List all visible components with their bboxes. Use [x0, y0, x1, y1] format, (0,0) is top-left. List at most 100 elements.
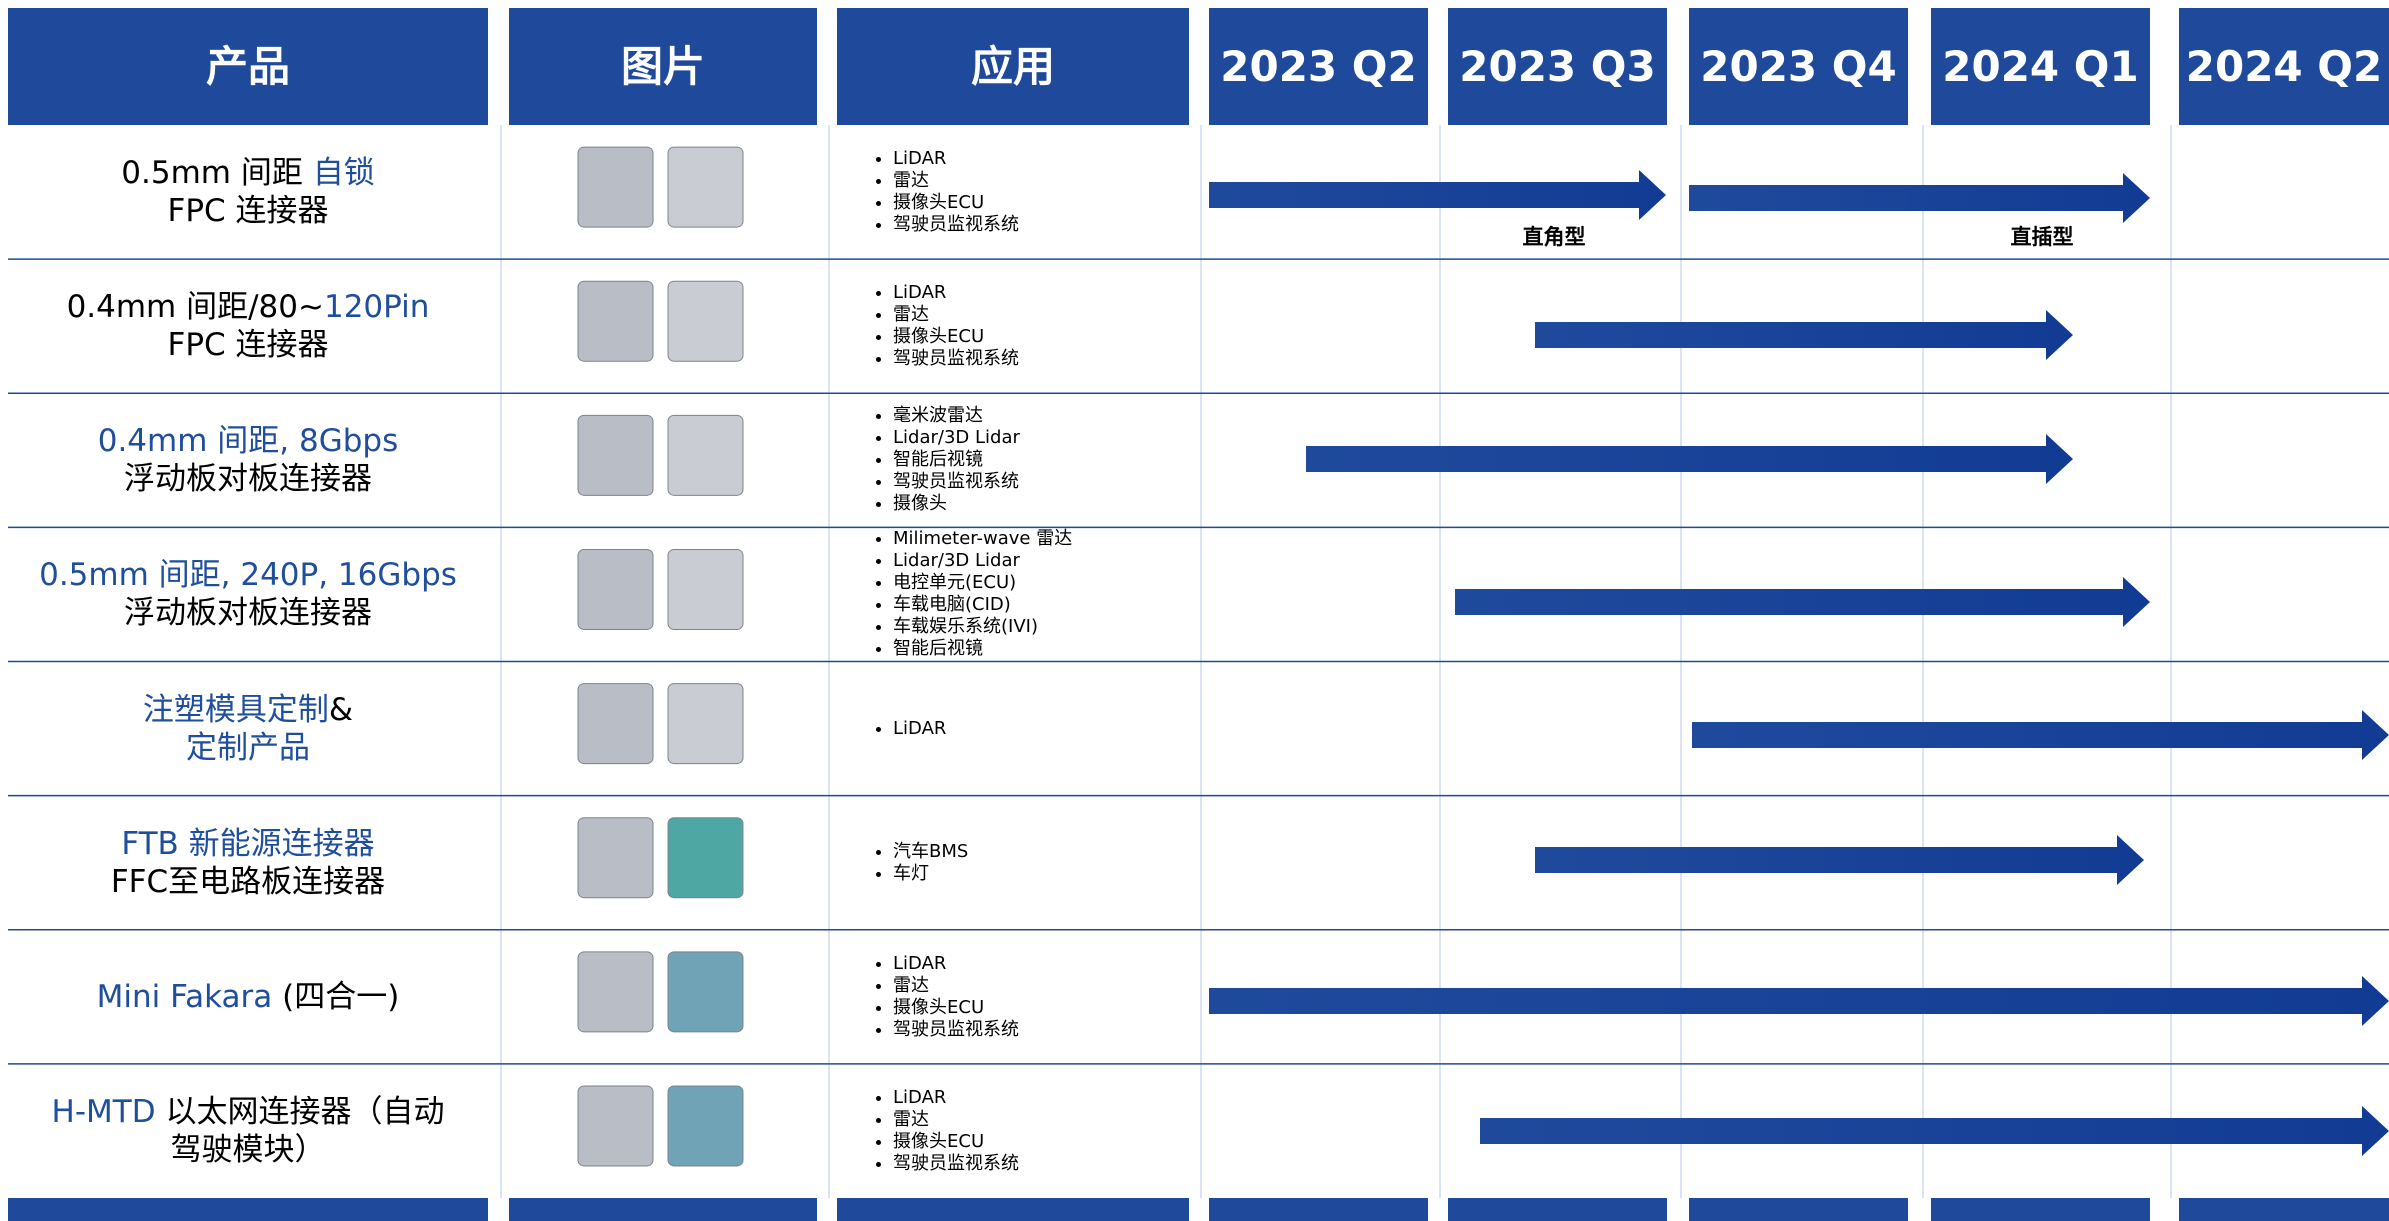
application-item: 车灯 [893, 863, 1189, 885]
application-item: 智能后视镜 [893, 449, 1189, 471]
product-name: H-MTD 以太网连接器（自动 驾驶模块） [8, 1064, 488, 1198]
arrow [1535, 310, 2073, 360]
product-text: 注塑模具定制 [142, 691, 329, 728]
arrow [1306, 434, 2073, 484]
application-item: 摄像头ECU [893, 326, 1189, 348]
header-text: 2023 Q2 [1220, 42, 1417, 91]
picture-shape [577, 1085, 654, 1167]
application-item: 雷达 [893, 1109, 1189, 1131]
applications: LiDAR雷达摄像头ECU驾驶员监视系统 [837, 930, 1189, 1064]
product-picture [577, 1085, 744, 1167]
footer-bar [2179, 1198, 2389, 1221]
product-line: 0.4mm 间距/80~120Pin [67, 288, 430, 326]
application-item: Lidar/3D Lidar [893, 427, 1189, 449]
product-text: FPC 连接器 [167, 193, 329, 230]
application-item: 摄像头ECU [893, 997, 1189, 1019]
application-item: 智能后视镜 [893, 638, 1189, 660]
picture-shape [577, 146, 654, 228]
arrow [1455, 577, 2150, 627]
picture-shape [577, 414, 654, 496]
application-item: 雷达 [893, 304, 1189, 326]
product-picture [577, 683, 744, 765]
picture-shape [667, 280, 744, 362]
application-item: 雷达 [893, 170, 1189, 192]
product-line: 0.5mm 间距, 240P, 16Gbps [39, 556, 457, 594]
product-text: 0.4mm 间距/80~ [66, 289, 324, 326]
product-text: 120Pin [323, 289, 430, 326]
application-item: 汽车BMS [893, 841, 1189, 863]
picture-shape [667, 414, 744, 496]
product-text: H-MTD [51, 1093, 166, 1130]
footer-bar [509, 1198, 817, 1221]
arrow [1209, 976, 2389, 1026]
product-picture [577, 146, 744, 228]
product-text: 自锁 [312, 155, 375, 192]
product-picture [577, 951, 744, 1033]
product-line: 浮动板对板连接器 [124, 460, 372, 498]
product-text: 以太网连接器（自动 [165, 1093, 445, 1130]
product-name: 注塑模具定制& 定制产品 [8, 662, 488, 796]
product-line: FTB 新能源连接器 [121, 825, 374, 863]
application-item: Lidar/3D Lidar [893, 550, 1189, 572]
application-item: 毫米波雷达 [893, 405, 1189, 427]
product-line: 驾驶模块） [171, 1131, 326, 1169]
applications: Milimeter-wave 雷达Lidar/3D Lidar电控单元(ECU)… [837, 527, 1189, 661]
product-name: 0.4mm 间距/80~120Pin FPC 连接器 [8, 259, 488, 393]
application-item: 摄像头ECU [893, 1131, 1189, 1153]
footer-bar [837, 1198, 1189, 1221]
application-item: 车载电脑(CID) [893, 594, 1189, 616]
product-line: FFC至电路板连接器 [111, 863, 385, 901]
application-item: 摄像头 [893, 493, 1189, 515]
arrow [1692, 710, 2389, 760]
product-line: FPC 连接器 [167, 192, 328, 230]
product-picture [577, 414, 744, 496]
product-line: FPC 连接器 [167, 326, 328, 364]
application-item: LiDAR [893, 282, 1189, 304]
timeline-label: 直角型 [1523, 225, 1586, 249]
footer-bar [1931, 1198, 2150, 1221]
footer-bar [1448, 1198, 1667, 1221]
product-text: & [328, 691, 354, 728]
product-text: 0.5mm 间距, 240P, 16Gbps [39, 557, 457, 594]
applications: LiDAR雷达摄像头ECU驾驶员监视系统 [837, 1064, 1189, 1198]
picture-shape [667, 548, 744, 630]
picture-shape [577, 951, 654, 1033]
product-text: 浮动板对板连接器 [124, 595, 372, 632]
applications: 毫米波雷达Lidar/3D Lidar智能后视镜驾驶员监视系统摄像头 [837, 393, 1189, 527]
application-item: Milimeter-wave 雷达 [893, 528, 1189, 550]
application-item: LiDAR [893, 718, 1189, 740]
picture-shape [577, 683, 654, 765]
picture-shape [667, 1085, 744, 1167]
header-cell [1448, 8, 1667, 125]
product-line: 定制产品 [186, 729, 310, 767]
header-text: 图片 [620, 42, 705, 91]
footer-bar [1209, 1198, 1428, 1221]
applications: LiDAR雷达摄像头ECU驾驶员监视系统 [837, 125, 1189, 259]
arrow [1209, 170, 1666, 220]
picture-shape [667, 683, 744, 765]
product-picture [577, 548, 744, 630]
footer-bar [8, 1198, 488, 1221]
product-line: 0.4mm 间距, 8Gbps [98, 422, 399, 460]
product-text: 浮动板对板连接器 [124, 461, 372, 498]
header-text: 2024 Q2 [2185, 42, 2383, 91]
picture-shape [667, 817, 744, 899]
application-item: LiDAR [893, 953, 1189, 975]
arrow [1689, 173, 2150, 223]
header-text: 产品 [205, 42, 290, 91]
footer-bar [1689, 1198, 1908, 1221]
applications: LiDAR [837, 662, 1189, 796]
picture-shape [667, 146, 744, 228]
application-item: 电控单元(ECU) [893, 572, 1189, 594]
product-line: 0.5mm 间距 自锁 [121, 154, 374, 192]
arrow [1535, 835, 2144, 885]
header-text: 2024 Q1 [1942, 42, 2139, 91]
application-item: 驾驶员监视系统 [893, 1153, 1189, 1175]
application-item: 雷达 [893, 975, 1189, 997]
header-cell [1689, 8, 1908, 125]
application-item: LiDAR [893, 1087, 1189, 1109]
header-cell [1209, 8, 1428, 125]
timeline-label: 直插型 [2011, 225, 2074, 249]
applications: 汽车BMS车灯 [837, 796, 1189, 930]
